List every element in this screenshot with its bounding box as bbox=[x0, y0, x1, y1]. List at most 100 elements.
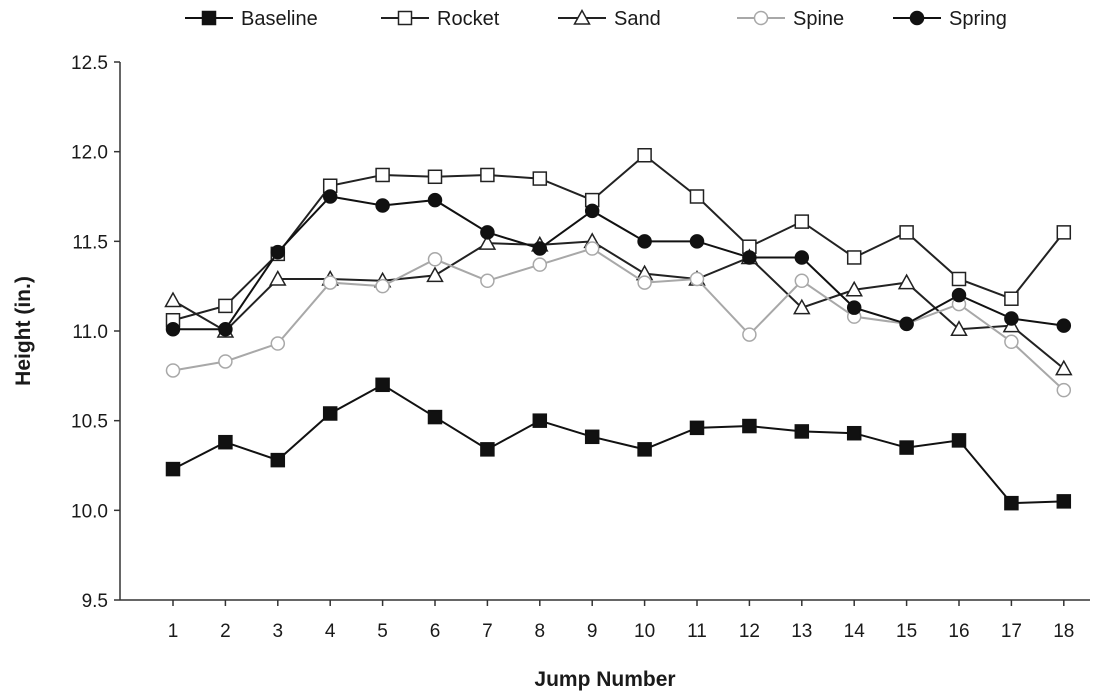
x-tick-label: 10 bbox=[634, 621, 655, 642]
data-point-spine bbox=[218, 354, 233, 369]
axes bbox=[119, 62, 1090, 601]
data-point-baseline bbox=[742, 418, 757, 434]
series-spine bbox=[165, 241, 1072, 398]
legend-item-sand: Sand bbox=[558, 8, 661, 30]
data-point-spring bbox=[637, 234, 652, 249]
x-tick-label: 3 bbox=[273, 621, 284, 642]
data-point-sand bbox=[426, 266, 444, 283]
data-point-spring bbox=[532, 241, 548, 256]
x-axis-title: Jump Number bbox=[534, 668, 675, 691]
series-group bbox=[164, 148, 1073, 511]
data-point-spring bbox=[322, 189, 338, 204]
data-point-rocket bbox=[1004, 291, 1019, 306]
data-point-sand bbox=[478, 234, 497, 250]
data-point-baseline bbox=[899, 440, 914, 455]
data-point-rocket bbox=[1056, 225, 1072, 240]
data-point-spring bbox=[846, 300, 862, 315]
x-tick-label: 9 bbox=[587, 621, 598, 642]
data-point-baseline bbox=[689, 420, 705, 436]
legend-item-baseline: Baseline bbox=[185, 8, 318, 30]
data-point-baseline bbox=[637, 442, 652, 457]
series-spring bbox=[165, 189, 1072, 337]
data-point-spring bbox=[742, 250, 757, 265]
data-point-spring bbox=[218, 321, 233, 337]
legend-label-spine: Spine bbox=[793, 8, 844, 30]
x-tick-label: 15 bbox=[896, 621, 917, 642]
series-line-sand bbox=[172, 240, 1065, 370]
data-point-spring bbox=[584, 203, 600, 219]
legend-label-baseline: Baseline bbox=[241, 8, 318, 30]
data-point-baseline bbox=[951, 433, 967, 448]
x-tick-label: 17 bbox=[1001, 621, 1022, 642]
x-tick-label: 5 bbox=[377, 621, 388, 642]
x-tick-label: 18 bbox=[1053, 621, 1074, 642]
data-point-baseline bbox=[532, 413, 548, 428]
data-point-spring bbox=[165, 321, 181, 337]
legend-label-spring: Spring bbox=[949, 8, 1007, 30]
data-point-spine bbox=[322, 275, 338, 290]
y-axis-title: Height (in.) bbox=[12, 276, 35, 386]
data-point-sand bbox=[164, 291, 182, 308]
y-ticks: 9.5 10.0 10.5 11.0 11.5 12.0 12.5 bbox=[71, 53, 120, 612]
x-tick-label: 2 bbox=[220, 621, 231, 642]
data-point-baseline bbox=[375, 377, 390, 393]
legend-marker-spine bbox=[753, 10, 769, 26]
data-point-baseline bbox=[270, 452, 286, 468]
data-point-spine bbox=[480, 273, 495, 289]
data-point-spine bbox=[794, 273, 810, 289]
data-point-sand bbox=[845, 280, 863, 297]
y-tick-label: 12.0 bbox=[71, 143, 108, 164]
x-tick-label: 7 bbox=[482, 621, 493, 642]
data-point-rocket bbox=[899, 225, 914, 240]
data-point-spine bbox=[270, 336, 286, 351]
series-sand bbox=[164, 232, 1073, 376]
y-tick-label: 11.0 bbox=[72, 322, 108, 343]
data-point-spine bbox=[532, 257, 548, 272]
data-point-spine bbox=[742, 327, 757, 342]
x-tick-label: 6 bbox=[430, 621, 441, 642]
series-line-rocket bbox=[172, 153, 1065, 322]
x-tick-label: 8 bbox=[535, 621, 546, 642]
data-point-spring bbox=[427, 192, 443, 208]
data-point-rocket bbox=[375, 167, 390, 183]
data-point-spring bbox=[899, 316, 914, 332]
legend-item-spring: Spring bbox=[893, 8, 1007, 30]
y-tick-label: 12.5 bbox=[71, 53, 108, 74]
x-tick-label: 14 bbox=[844, 621, 866, 642]
x-ticks: 1 2 3 4 5 6 7 8 9 10 11 12 13 14 15 16 17 18 bbox=[168, 600, 1074, 642]
data-point-spine bbox=[584, 241, 600, 256]
data-point-spring bbox=[689, 234, 705, 249]
data-point-rocket bbox=[427, 169, 443, 185]
data-point-baseline bbox=[322, 406, 338, 421]
data-point-sand bbox=[793, 298, 811, 315]
data-point-baseline bbox=[584, 429, 600, 445]
data-point-rocket bbox=[846, 250, 862, 265]
y-tick-label: 11.5 bbox=[72, 232, 108, 253]
data-point-rocket bbox=[794, 214, 810, 229]
series-line-spring bbox=[173, 195, 1064, 331]
y-tick-label: 10.0 bbox=[71, 501, 108, 522]
y-tick-label: 10.5 bbox=[71, 412, 108, 433]
data-point-baseline bbox=[165, 461, 181, 477]
series-rocket bbox=[165, 148, 1072, 328]
data-point-sand bbox=[1055, 359, 1073, 376]
data-point-rocket bbox=[689, 189, 705, 204]
data-point-baseline bbox=[1004, 495, 1019, 511]
legend-label-sand: Sand bbox=[614, 8, 661, 30]
data-point-sand bbox=[897, 273, 916, 290]
data-point-spring bbox=[270, 244, 286, 260]
data-point-sand bbox=[950, 320, 968, 336]
data-point-rocket bbox=[532, 171, 548, 186]
data-point-spine bbox=[1056, 382, 1072, 398]
legend-label-rocket: Rocket bbox=[437, 8, 500, 30]
x-tick-label: 12 bbox=[739, 621, 760, 642]
data-point-spine bbox=[427, 252, 443, 267]
x-tick-label: 16 bbox=[948, 621, 969, 642]
series-baseline bbox=[165, 377, 1072, 511]
data-point-spine bbox=[1004, 334, 1019, 350]
data-point-rocket bbox=[951, 271, 967, 287]
data-point-baseline bbox=[1056, 494, 1072, 509]
data-point-spine bbox=[689, 271, 705, 287]
x-tick-label: 11 bbox=[687, 621, 707, 642]
